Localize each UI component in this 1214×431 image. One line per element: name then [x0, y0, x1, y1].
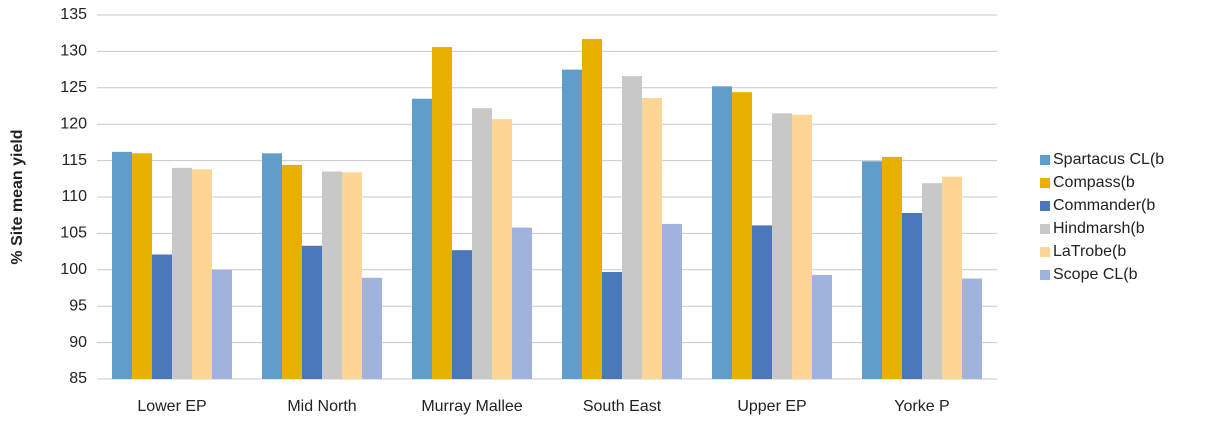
bar: [192, 169, 212, 379]
x-tick-label: South East: [583, 398, 662, 415]
bar: [132, 153, 152, 379]
legend-swatch: [1040, 224, 1050, 234]
bar: [792, 114, 812, 380]
legend-label: Spartacus CL(b: [1053, 151, 1164, 168]
bar: [562, 69, 582, 379]
legend-swatch: [1040, 201, 1050, 211]
bar: [322, 171, 342, 379]
y-tick-label: 125: [60, 79, 87, 96]
bar: [432, 47, 452, 379]
bar: [752, 225, 772, 379]
bar: [922, 183, 942, 379]
bar: [302, 245, 322, 379]
bar: [152, 254, 172, 379]
bar: [602, 271, 622, 379]
bar: [942, 176, 962, 379]
bar: [622, 76, 642, 379]
legend-label: Commander(b: [1053, 197, 1155, 214]
x-tick-label: Yorke P: [894, 398, 949, 415]
y-tick-label: 95: [69, 297, 87, 314]
bar: [642, 97, 662, 379]
bar: [472, 108, 492, 380]
y-tick-label: 100: [60, 261, 87, 278]
y-tick-label: 110: [61, 188, 87, 205]
bar: [282, 164, 302, 379]
bar: [662, 223, 682, 379]
y-tick-label: 90: [69, 334, 87, 351]
bar: [902, 213, 922, 379]
bar: [882, 156, 902, 379]
legend-swatch: [1040, 270, 1050, 280]
bar: [772, 113, 792, 379]
bar: [712, 86, 732, 380]
legend-swatch: [1040, 155, 1050, 165]
y-tick-label: 105: [60, 225, 87, 242]
bar: [492, 119, 512, 379]
y-tick-label: 85: [69, 370, 87, 387]
y-tick-label: 120: [60, 115, 87, 132]
y-tick-label: 115: [61, 152, 87, 169]
x-tick-label: Upper EP: [737, 398, 806, 415]
legend-label: Hindmarsh(b: [1053, 220, 1145, 237]
bar: [362, 277, 382, 379]
bar: [512, 227, 532, 379]
legend-label: Compass(b: [1053, 174, 1135, 191]
bar: [342, 172, 362, 379]
legend-label: LaTrobe(b: [1053, 243, 1126, 260]
bar: [262, 153, 282, 379]
bar: [172, 167, 192, 379]
bar: [732, 92, 752, 379]
legend-swatch: [1040, 247, 1050, 257]
y-axis-label: % Site mean yield: [9, 129, 26, 264]
bar: [962, 278, 982, 379]
x-tick-label: Murray Mallee: [421, 398, 522, 415]
bar: [582, 39, 602, 380]
bar: [862, 161, 882, 379]
legend-label: Scope CL(b: [1053, 266, 1138, 283]
x-tick-label: Lower EP: [137, 398, 206, 415]
bar: [812, 274, 832, 379]
y-tick-label: 130: [60, 43, 87, 60]
legend-swatch: [1040, 178, 1050, 188]
bar: [212, 269, 232, 379]
y-tick-label: 135: [60, 6, 87, 23]
bar: [112, 151, 132, 379]
bar: [452, 250, 472, 379]
bar: [412, 98, 432, 379]
x-tick-label: Mid North: [287, 398, 356, 415]
